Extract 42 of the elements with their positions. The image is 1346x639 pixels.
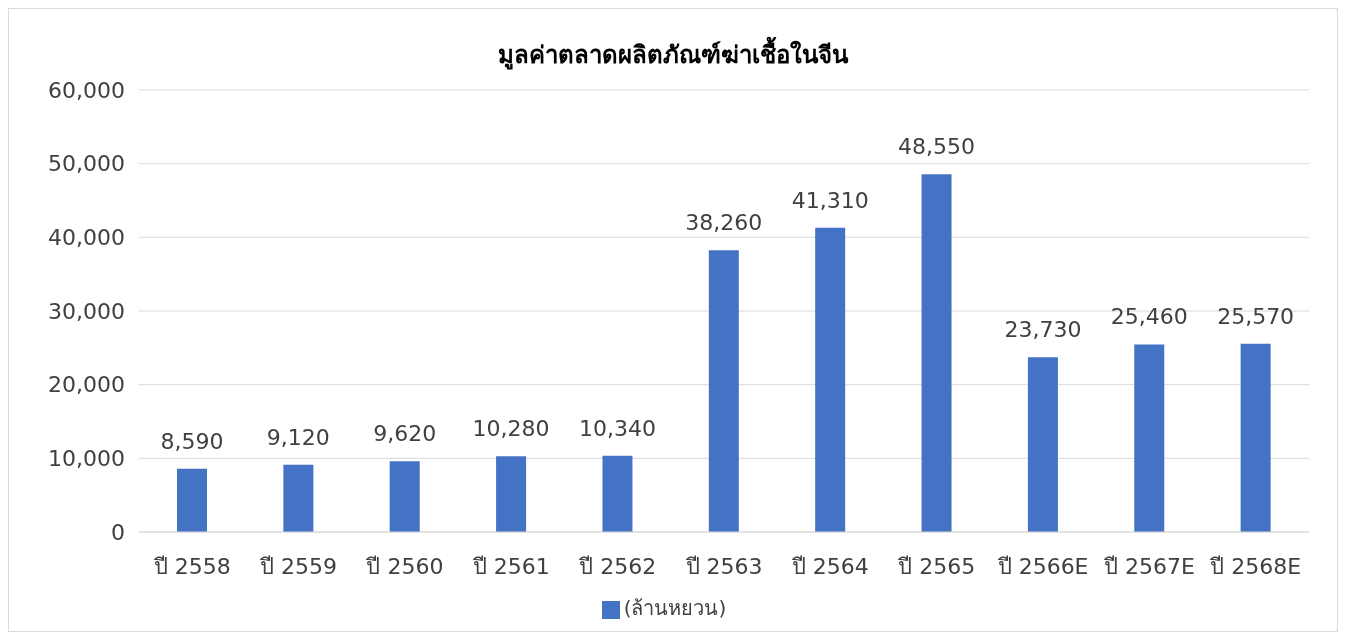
x-tick-label: ปี 2565 — [897, 553, 976, 579]
bar — [921, 174, 952, 532]
bar — [602, 455, 633, 532]
x-tick-label: ปี 2560 — [365, 553, 444, 579]
x-tick-label: ปี 2567E — [1103, 553, 1195, 579]
x-tick-label: ปี 2564 — [790, 553, 869, 579]
data-label: 25,570 — [1217, 303, 1295, 329]
y-tick-label: 10,000 — [48, 446, 125, 472]
x-tick-label: ปี 2561 — [471, 553, 550, 579]
data-label: 41,310 — [791, 187, 869, 213]
y-tick-label: 40,000 — [48, 225, 125, 251]
data-label: 23,730 — [1004, 317, 1082, 343]
data-label: 9,120 — [266, 424, 330, 450]
data-label: 8,590 — [160, 428, 224, 454]
data-label: 25,460 — [1110, 304, 1188, 330]
bar — [283, 464, 314, 532]
y-tick-label: 0 — [111, 519, 125, 545]
x-tick-label: ปี 2562 — [578, 553, 657, 579]
y-tick-label: 20,000 — [48, 372, 125, 398]
x-tick-label: ปี 2559 — [259, 553, 338, 579]
bar — [815, 227, 846, 532]
bar — [708, 250, 739, 532]
legend-label: (ล้านหยวน) — [623, 596, 727, 620]
data-label: 9,620 — [373, 421, 437, 447]
bar — [389, 461, 420, 532]
bar — [1027, 357, 1058, 532]
x-tick-label: ปี 2563 — [684, 553, 763, 579]
y-tick-label: 60,000 — [48, 77, 125, 103]
x-tick-label: ปี 2558 — [152, 553, 231, 579]
bar — [177, 468, 207, 532]
x-tick-label: ปี 2566E — [996, 553, 1089, 579]
bar — [1240, 343, 1271, 532]
data-label: 10,280 — [472, 416, 550, 442]
data-label: 38,260 — [685, 210, 763, 236]
data-label: 48,550 — [898, 134, 976, 160]
y-tick-label: 50,000 — [48, 151, 125, 177]
data-label: 10,340 — [578, 415, 656, 441]
x-tick-label: ปี 2568E — [1209, 553, 1302, 579]
bar — [496, 456, 527, 532]
bar — [1134, 344, 1165, 532]
chart-title: มูลค่าตลาดผลิตภัณฑ์ฆ่าเชื้อในจีน — [497, 35, 850, 72]
y-tick-label: 30,000 — [48, 298, 125, 324]
